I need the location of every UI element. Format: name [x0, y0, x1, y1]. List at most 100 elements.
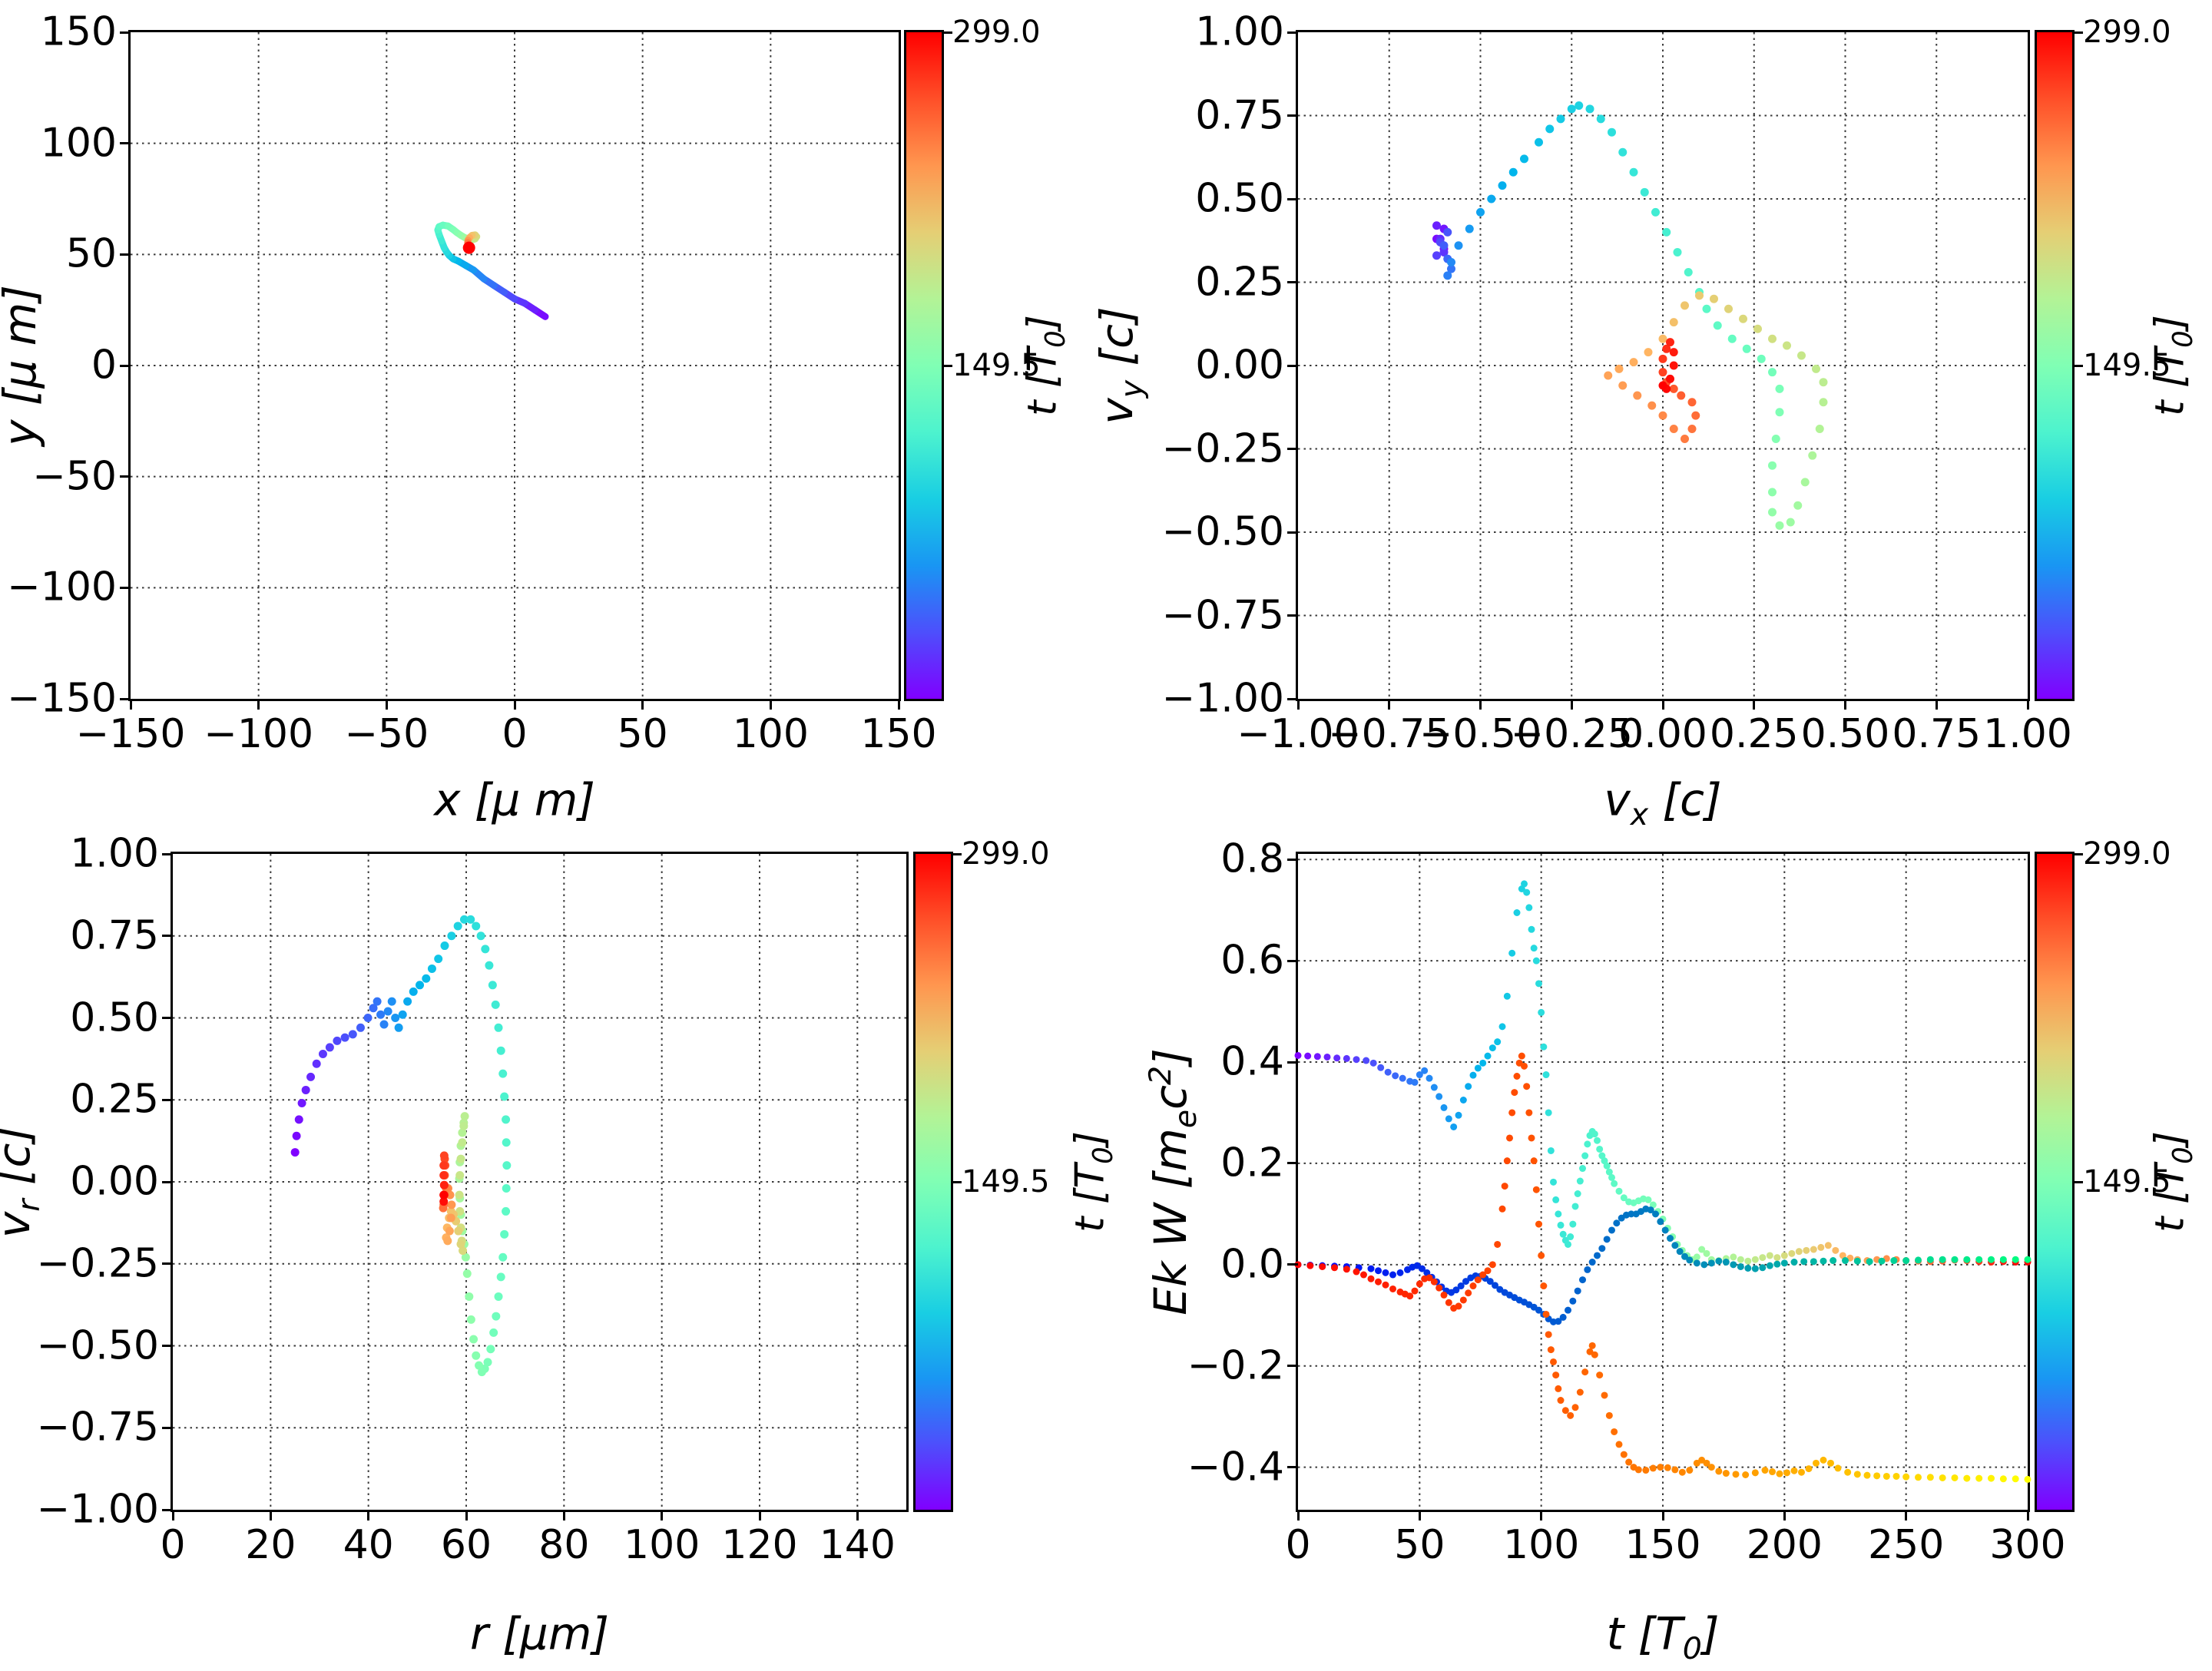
colorbar-tick-mark	[2072, 31, 2083, 34]
x-tick-mark	[2026, 699, 2029, 710]
x-tick-mark	[1296, 1510, 1300, 1520]
y-tick-label: 1.00	[1195, 8, 1284, 55]
y-tick-mark	[120, 364, 131, 367]
label-sub: 0	[1682, 1630, 1702, 1666]
series-trajectory-xy	[434, 221, 549, 320]
y-tick-mark	[162, 1426, 173, 1429]
x-tick-label: 100	[624, 1522, 700, 1568]
colorbar-label: t [T0]	[2147, 315, 2199, 416]
y-tick-label: −150	[7, 675, 117, 722]
x-tick-mark	[1296, 699, 1300, 710]
x-tick-mark	[367, 1510, 370, 1520]
x-tick-mark	[1570, 699, 1573, 710]
label-text: ]	[1144, 1048, 1197, 1066]
x-tick-label: 0.00	[1618, 711, 1707, 757]
y-tick-label: 100	[40, 120, 117, 167]
x-tick-label: 150	[1624, 1522, 1701, 1568]
y-tick-label: 0.50	[1195, 175, 1284, 222]
colorbar-tick-max: 299.0	[2083, 15, 2171, 50]
y-tick-label: 0.6	[1220, 937, 1284, 984]
y-tick-label: −1.00	[36, 1486, 159, 1533]
grid	[1298, 854, 2028, 1510]
x-tick-mark	[769, 699, 772, 710]
y-tick-mark	[1287, 31, 1298, 34]
yaxis-label-position-xy: y [μ m]	[0, 285, 51, 446]
x-tick-label: 100	[732, 711, 809, 757]
label-sub: x	[1630, 796, 1649, 832]
y-tick-label: 0.50	[70, 994, 159, 1041]
label-text: ]	[2147, 315, 2194, 331]
label-text: ]	[1019, 315, 1066, 331]
x-tick-mark	[385, 699, 388, 710]
y-tick-mark	[1287, 1263, 1298, 1266]
x-tick-label: 40	[343, 1522, 394, 1568]
x-tick-mark	[1905, 1510, 1908, 1520]
x-tick-mark	[513, 699, 516, 710]
label-text: ]	[2147, 1131, 2194, 1147]
colorbar-label: t [T0]	[1067, 1131, 1119, 1233]
grid	[173, 854, 906, 1510]
x-tick-label: 300	[1989, 1522, 2066, 1568]
y-tick-mark	[1287, 197, 1298, 200]
y-tick-mark	[1287, 114, 1298, 117]
colorbar-label: t [T0]	[2147, 1131, 2199, 1233]
x-tick-label: −1.00	[1237, 711, 1359, 757]
colorbar-tick-mark	[2072, 852, 2083, 855]
x-tick-label: −100	[204, 711, 314, 757]
x-tick-mark	[758, 1510, 761, 1520]
y-tick-mark	[120, 475, 131, 478]
y-tick-label: −0.50	[36, 1322, 159, 1368]
label-text: [c]	[1648, 773, 1722, 826]
y-tick-mark	[162, 935, 173, 938]
label-text: v	[1604, 773, 1631, 826]
y-tick-label: −0.4	[1187, 1444, 1284, 1490]
x-tick-label: 1.00	[1983, 711, 2072, 757]
plot-area-position-xy	[128, 30, 901, 701]
y-tick-label: 50	[65, 230, 117, 277]
y-tick-label: 0.75	[70, 912, 159, 959]
y-tick-label: 150	[40, 8, 117, 55]
y-tick-label: 0.25	[70, 1076, 159, 1123]
x-tick-label: 100	[1503, 1522, 1580, 1568]
x-tick-mark	[1935, 699, 1938, 710]
colorbar-tick-mid: 149.5	[962, 1164, 1050, 1199]
x-tick-label: 80	[538, 1522, 590, 1568]
x-tick-label: −150	[75, 711, 186, 757]
y-tick-mark	[1287, 364, 1298, 367]
y-tick-label: 0.2	[1220, 1140, 1284, 1186]
label-sub: r	[11, 1199, 47, 1212]
x-tick-label: −50	[344, 711, 429, 757]
label-sub: 0	[1040, 330, 1072, 348]
x-tick-mark	[1388, 699, 1391, 710]
y-tick-label: −0.75	[36, 1404, 159, 1451]
velocity-vxvy-canvas	[1298, 32, 2028, 699]
grid	[1298, 32, 2028, 699]
label-text: ]	[1701, 1607, 1720, 1660]
y-tick-mark	[1287, 1365, 1298, 1368]
y-tick-label: −1.00	[1161, 675, 1284, 722]
x-tick-mark	[129, 699, 132, 710]
label-text: c	[1144, 1084, 1197, 1110]
colorbar-tick-max: 299.0	[962, 836, 1050, 872]
x-tick-mark	[562, 1510, 565, 1520]
label-text: y [μ m]	[0, 285, 47, 446]
y-tick-mark	[120, 31, 131, 34]
yaxis-label-radial-phase: vr [c]	[0, 1126, 47, 1238]
x-tick-mark	[269, 1510, 272, 1520]
y-tick-mark	[1287, 858, 1298, 861]
x-tick-mark	[257, 699, 260, 710]
colorbar-tick-mark	[2072, 1180, 2083, 1183]
y-tick-label: 0.00	[1195, 342, 1284, 389]
y-tick-mark	[1287, 959, 1298, 962]
y-tick-mark	[162, 1262, 173, 1266]
label-text: [c]	[1091, 306, 1144, 380]
label-text: t [T	[1067, 1163, 1114, 1233]
x-tick-mark	[465, 1510, 468, 1520]
x-tick-label: 0.50	[1800, 711, 1890, 757]
y-tick-mark	[162, 852, 173, 855]
y-tick-label: −50	[32, 453, 117, 500]
colorbar-tick-mark	[942, 31, 952, 34]
x-tick-mark	[1540, 1510, 1543, 1520]
x-tick-label: 200	[1746, 1522, 1823, 1568]
xaxis-label-energy-work: t [T0]	[1607, 1608, 1720, 1665]
